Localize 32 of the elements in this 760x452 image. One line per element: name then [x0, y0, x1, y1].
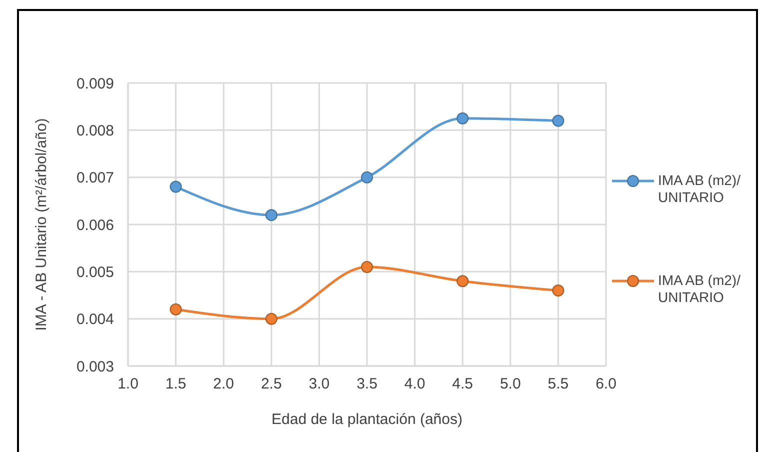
x-tick-label: 5.0 [500, 376, 521, 393]
point [170, 303, 182, 316]
point [265, 312, 278, 325]
x-tick-label: 1.5 [165, 376, 186, 393]
y-tick-label: 0.008 [76, 122, 114, 140]
x-tick-label: 4.5 [452, 376, 474, 393]
legend-label: IMA AB (m2)/ UNITARIO [658, 272, 742, 306]
point [361, 260, 373, 273]
y-tick-label: 0.006 [76, 216, 114, 234]
x-tick-label: 3.0 [308, 376, 330, 393]
y-tick-label: 0.009 [76, 75, 114, 92]
point [552, 114, 564, 127]
x-tick-label: 6.0 [596, 376, 616, 393]
point [265, 209, 278, 222]
point [170, 180, 182, 193]
x-tick-label: 2.0 [213, 376, 234, 393]
point [552, 284, 564, 297]
x-tick-label: 4.0 [404, 376, 426, 393]
x-axis-title: Edad de la plantación (años) [272, 411, 462, 428]
x-tick-label: 3.5 [356, 376, 378, 393]
y-tick-label: 0.004 [76, 311, 114, 328]
y-tick-label: 0.007 [76, 170, 114, 187]
x-tick-label: 1.0 [118, 376, 138, 393]
point [456, 275, 469, 288]
y-axis-title: IMA - AB Unitario (m²/árbol/año) [32, 118, 50, 331]
y-tick-label: 0.005 [76, 264, 114, 281]
y-tick-label: 0.003 [76, 358, 114, 376]
point [361, 171, 373, 184]
point [456, 112, 469, 124]
legend-label: IMA AB (m2)/ UNITARIO [658, 172, 742, 206]
x-tick-label: 2.5 [260, 376, 282, 393]
x-tick-label: 5.5 [548, 376, 569, 393]
